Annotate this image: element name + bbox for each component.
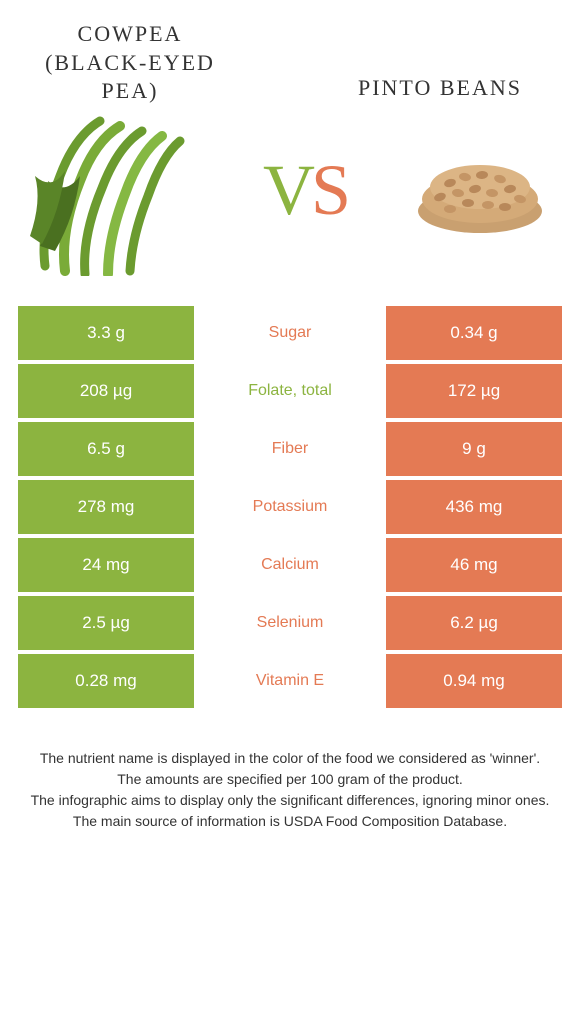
hero-row: VS: [0, 96, 580, 306]
footer-line: The nutrient name is displayed in the co…: [20, 748, 560, 769]
pinto-illustration: [410, 121, 550, 261]
nutrient-table: 3.3 g Sugar 0.34 g 208 µg Folate, total …: [18, 306, 562, 708]
nutrient-name: Sugar: [194, 306, 386, 360]
right-value: 6.2 µg: [386, 596, 562, 650]
right-food-title: PINTO BEANS: [330, 75, 550, 101]
footer-line: The main source of information is USDA F…: [20, 811, 560, 832]
table-row: 0.28 mg Vitamin E 0.94 mg: [18, 654, 562, 708]
right-value: 172 µg: [386, 364, 562, 418]
right-value: 436 mg: [386, 480, 562, 534]
nutrient-name: Selenium: [194, 596, 386, 650]
footer-line: The amounts are specified per 100 gram o…: [20, 769, 560, 790]
right-value: 0.94 mg: [386, 654, 562, 708]
left-value: 0.28 mg: [18, 654, 194, 708]
left-food-title: COWPEA (BLACK-EYED PEA): [30, 20, 230, 106]
nutrient-name: Potassium: [194, 480, 386, 534]
table-row: 24 mg Calcium 46 mg: [18, 538, 562, 592]
footer-line: The infographic aims to display only the…: [20, 790, 560, 811]
nutrient-name: Folate, total: [194, 364, 386, 418]
right-value: 9 g: [386, 422, 562, 476]
table-row: 2.5 µg Selenium 6.2 µg: [18, 596, 562, 650]
table-row: 6.5 g Fiber 9 g: [18, 422, 562, 476]
cowpea-illustration: [30, 106, 200, 276]
left-value: 278 mg: [18, 480, 194, 534]
header: COWPEA (BLACK-EYED PEA) PINTO BEANS: [0, 0, 580, 106]
table-row: 278 mg Potassium 436 mg: [18, 480, 562, 534]
vs-v: V: [263, 150, 311, 230]
table-row: 208 µg Folate, total 172 µg: [18, 364, 562, 418]
left-value: 208 µg: [18, 364, 194, 418]
nutrient-name: Vitamin E: [194, 654, 386, 708]
footer-notes: The nutrient name is displayed in the co…: [20, 748, 560, 832]
nutrient-name: Calcium: [194, 538, 386, 592]
vs-s: S: [311, 150, 347, 230]
right-value: 46 mg: [386, 538, 562, 592]
right-value: 0.34 g: [386, 306, 562, 360]
table-row: 3.3 g Sugar 0.34 g: [18, 306, 562, 360]
left-value: 3.3 g: [18, 306, 194, 360]
left-value: 2.5 µg: [18, 596, 194, 650]
vs-label: VS: [263, 149, 347, 232]
nutrient-name: Fiber: [194, 422, 386, 476]
left-value: 6.5 g: [18, 422, 194, 476]
left-value: 24 mg: [18, 538, 194, 592]
